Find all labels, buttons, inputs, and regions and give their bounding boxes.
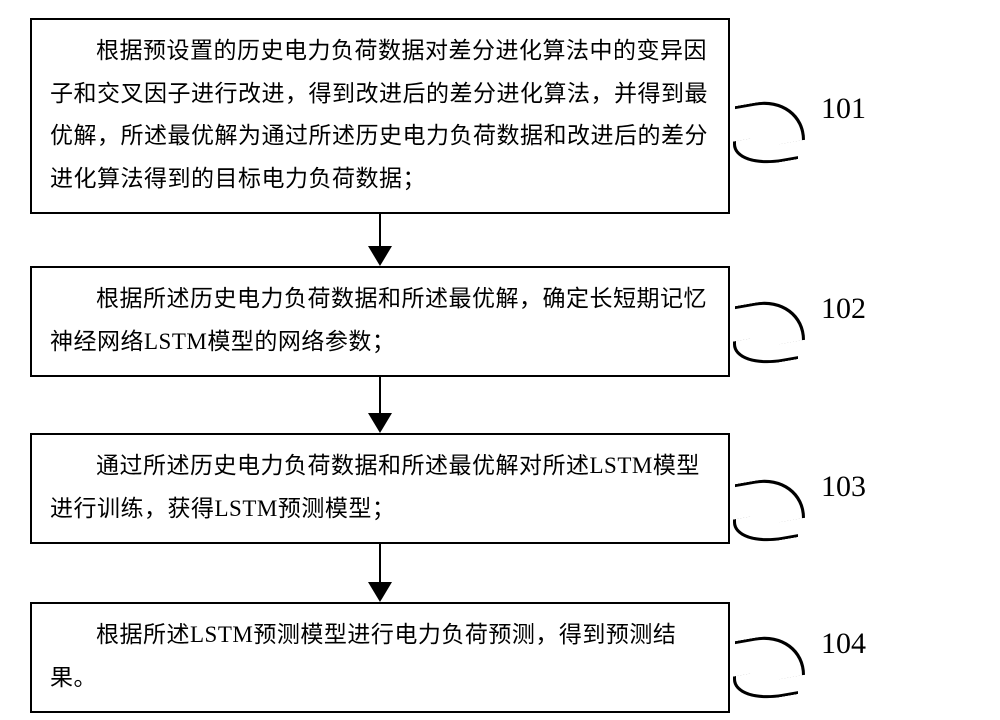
arrow-line: [379, 544, 381, 582]
step-104-label: 104: [821, 627, 866, 661]
arrow-head-icon: [368, 413, 392, 433]
arrow-head-icon: [368, 582, 392, 602]
arrow-3: [30, 544, 730, 602]
step-103-box: 通过所述历史电力负荷数据和所述最优解对所述LSTM模型进行训练，获得LSTM预测…: [30, 433, 730, 544]
step-101-box: 根据预设置的历史电力负荷数据对差分进化算法中的变异因子和交叉因子进行改进，得到改…: [30, 18, 730, 214]
arrow-head-icon: [368, 246, 392, 266]
step-101-label-group: 101: [735, 90, 866, 136]
arrow-1: [30, 214, 730, 266]
step-104-label-group: 104: [735, 625, 866, 671]
connector-curve-icon: [735, 94, 805, 152]
arrow-line: [379, 377, 381, 413]
connector-curve-icon: [735, 472, 805, 530]
step-102-label-group: 102: [735, 290, 866, 336]
step-101-label: 101: [821, 92, 866, 126]
connector-curve-icon: [735, 294, 805, 352]
step-102-box: 根据所述历史电力负荷数据和所述最优解，确定长短期记忆神经网络LSTM模型的网络参…: [30, 266, 730, 377]
connector-curve-icon: [735, 629, 805, 687]
step-103-label-group: 103: [735, 468, 866, 514]
arrow-2: [30, 377, 730, 433]
step-102-label: 102: [821, 292, 866, 326]
step-104-box: 根据所述LSTM预测模型进行电力负荷预测，得到预测结果。: [30, 602, 730, 713]
step-103-label: 103: [821, 470, 866, 504]
arrow-line: [379, 214, 381, 246]
